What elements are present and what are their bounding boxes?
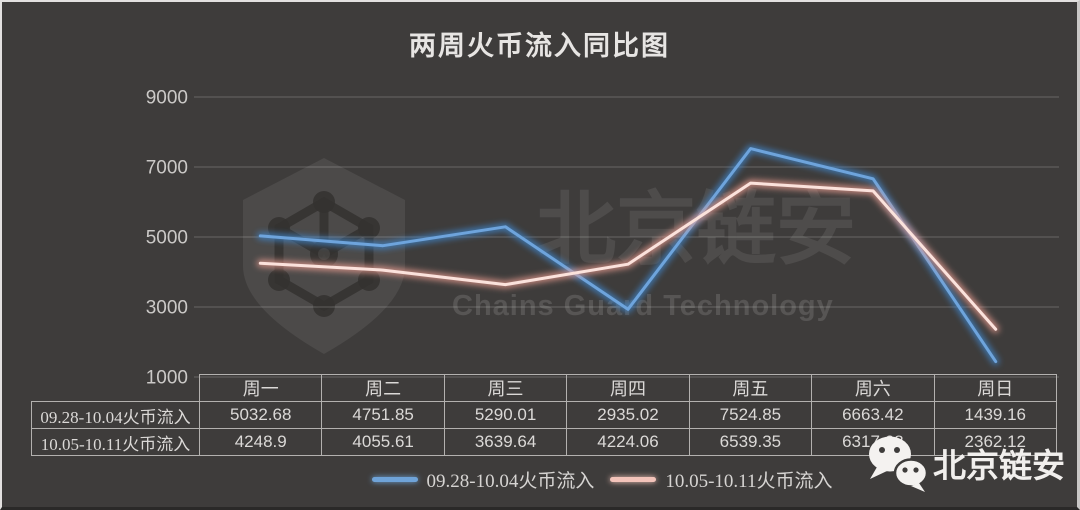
table-header-cell: 周日 bbox=[933, 374, 1058, 402]
table-cell: 5290.01 bbox=[443, 401, 568, 429]
table-cell: 2362.12 bbox=[933, 428, 1058, 456]
legend-label-1: 10.05-10.11火币流入 bbox=[665, 470, 833, 492]
table-cell: 6539.35 bbox=[688, 428, 813, 456]
table-cell: 6663.42 bbox=[811, 401, 935, 429]
chart-legend: 09.28-10.04火币流入 10.05-10.11火币流入 bbox=[122, 466, 1077, 493]
y-axis-tick-label: 1000 bbox=[146, 368, 188, 389]
y-axis-labels: 1000 3000 5000 7000 9000 bbox=[146, 88, 188, 389]
table-row-label: 09.28-10.04火币流入 bbox=[31, 401, 200, 429]
wechat-icon bbox=[869, 436, 929, 492]
y-axis-tick-label: 7000 bbox=[146, 158, 188, 179]
table-header-cell: 周五 bbox=[688, 374, 813, 402]
legend-item-0: 09.28-10.04火币流入 bbox=[371, 466, 595, 493]
brand-footer: 北京链安 bbox=[865, 434, 1065, 492]
table-cell: 4224.06 bbox=[566, 428, 690, 456]
watermark-brand-cn: 北京链安 bbox=[536, 185, 856, 274]
table-cell: 1439.16 bbox=[933, 401, 1058, 429]
legend-swatch-1 bbox=[610, 476, 657, 482]
watermark-brand-en: Chains Guard Technology bbox=[452, 290, 834, 322]
series-line-0 bbox=[256, 145, 1000, 366]
table-cell: 4055.61 bbox=[321, 428, 445, 456]
y-axis-tick-label: 3000 bbox=[146, 298, 188, 319]
legend-item-1: 10.05-10.11火币流入 bbox=[610, 466, 832, 493]
table-cell: 3639.64 bbox=[443, 428, 568, 456]
table-header-cell: 周六 bbox=[811, 374, 935, 402]
series-line-0 bbox=[258, 147, 998, 364]
chart-title: 两周火币流入同比图 bbox=[409, 31, 670, 61]
gridlines bbox=[194, 96, 1059, 378]
table-header-cell: 周三 bbox=[443, 374, 568, 402]
table-cell: 4751.85 bbox=[321, 401, 445, 429]
table-corner-cell bbox=[32, 375, 200, 402]
table-row-label: 10.05-10.11火币流入 bbox=[31, 428, 200, 456]
table-header-cell: 周四 bbox=[566, 374, 690, 402]
series-line-1 bbox=[258, 181, 998, 331]
table-cell: 4248.9 bbox=[198, 428, 323, 456]
series-lines bbox=[256, 145, 1000, 366]
table-cell: 7524.85 bbox=[688, 401, 813, 429]
table-cell: 5032.68 bbox=[198, 401, 323, 429]
table-header-cell: 周一 bbox=[198, 374, 323, 402]
legend-label-0: 09.28-10.04火币流入 bbox=[426, 470, 595, 492]
data-table: 周一 周二 周三 周四 周五 周六 周日 09.28-10.04火币流入 5032.68 475… bbox=[31, 374, 1058, 456]
brand-name: 北京链安 bbox=[933, 447, 1065, 484]
legend-swatch-0 bbox=[371, 476, 418, 482]
table-row: 10.05-10.11火币流入 4248.9 4055.61 3639.64 4224.… bbox=[31, 428, 1058, 456]
y-axis-tick-label: 5000 bbox=[146, 228, 188, 249]
table-cell: 2935.02 bbox=[566, 401, 690, 429]
y-axis-tick-label: 9000 bbox=[146, 88, 188, 109]
table-row: 09.28-10.04火币流入 5032.68 4751.85 5290.01 2935… bbox=[31, 401, 1058, 429]
table-header-cell: 周二 bbox=[321, 374, 445, 402]
